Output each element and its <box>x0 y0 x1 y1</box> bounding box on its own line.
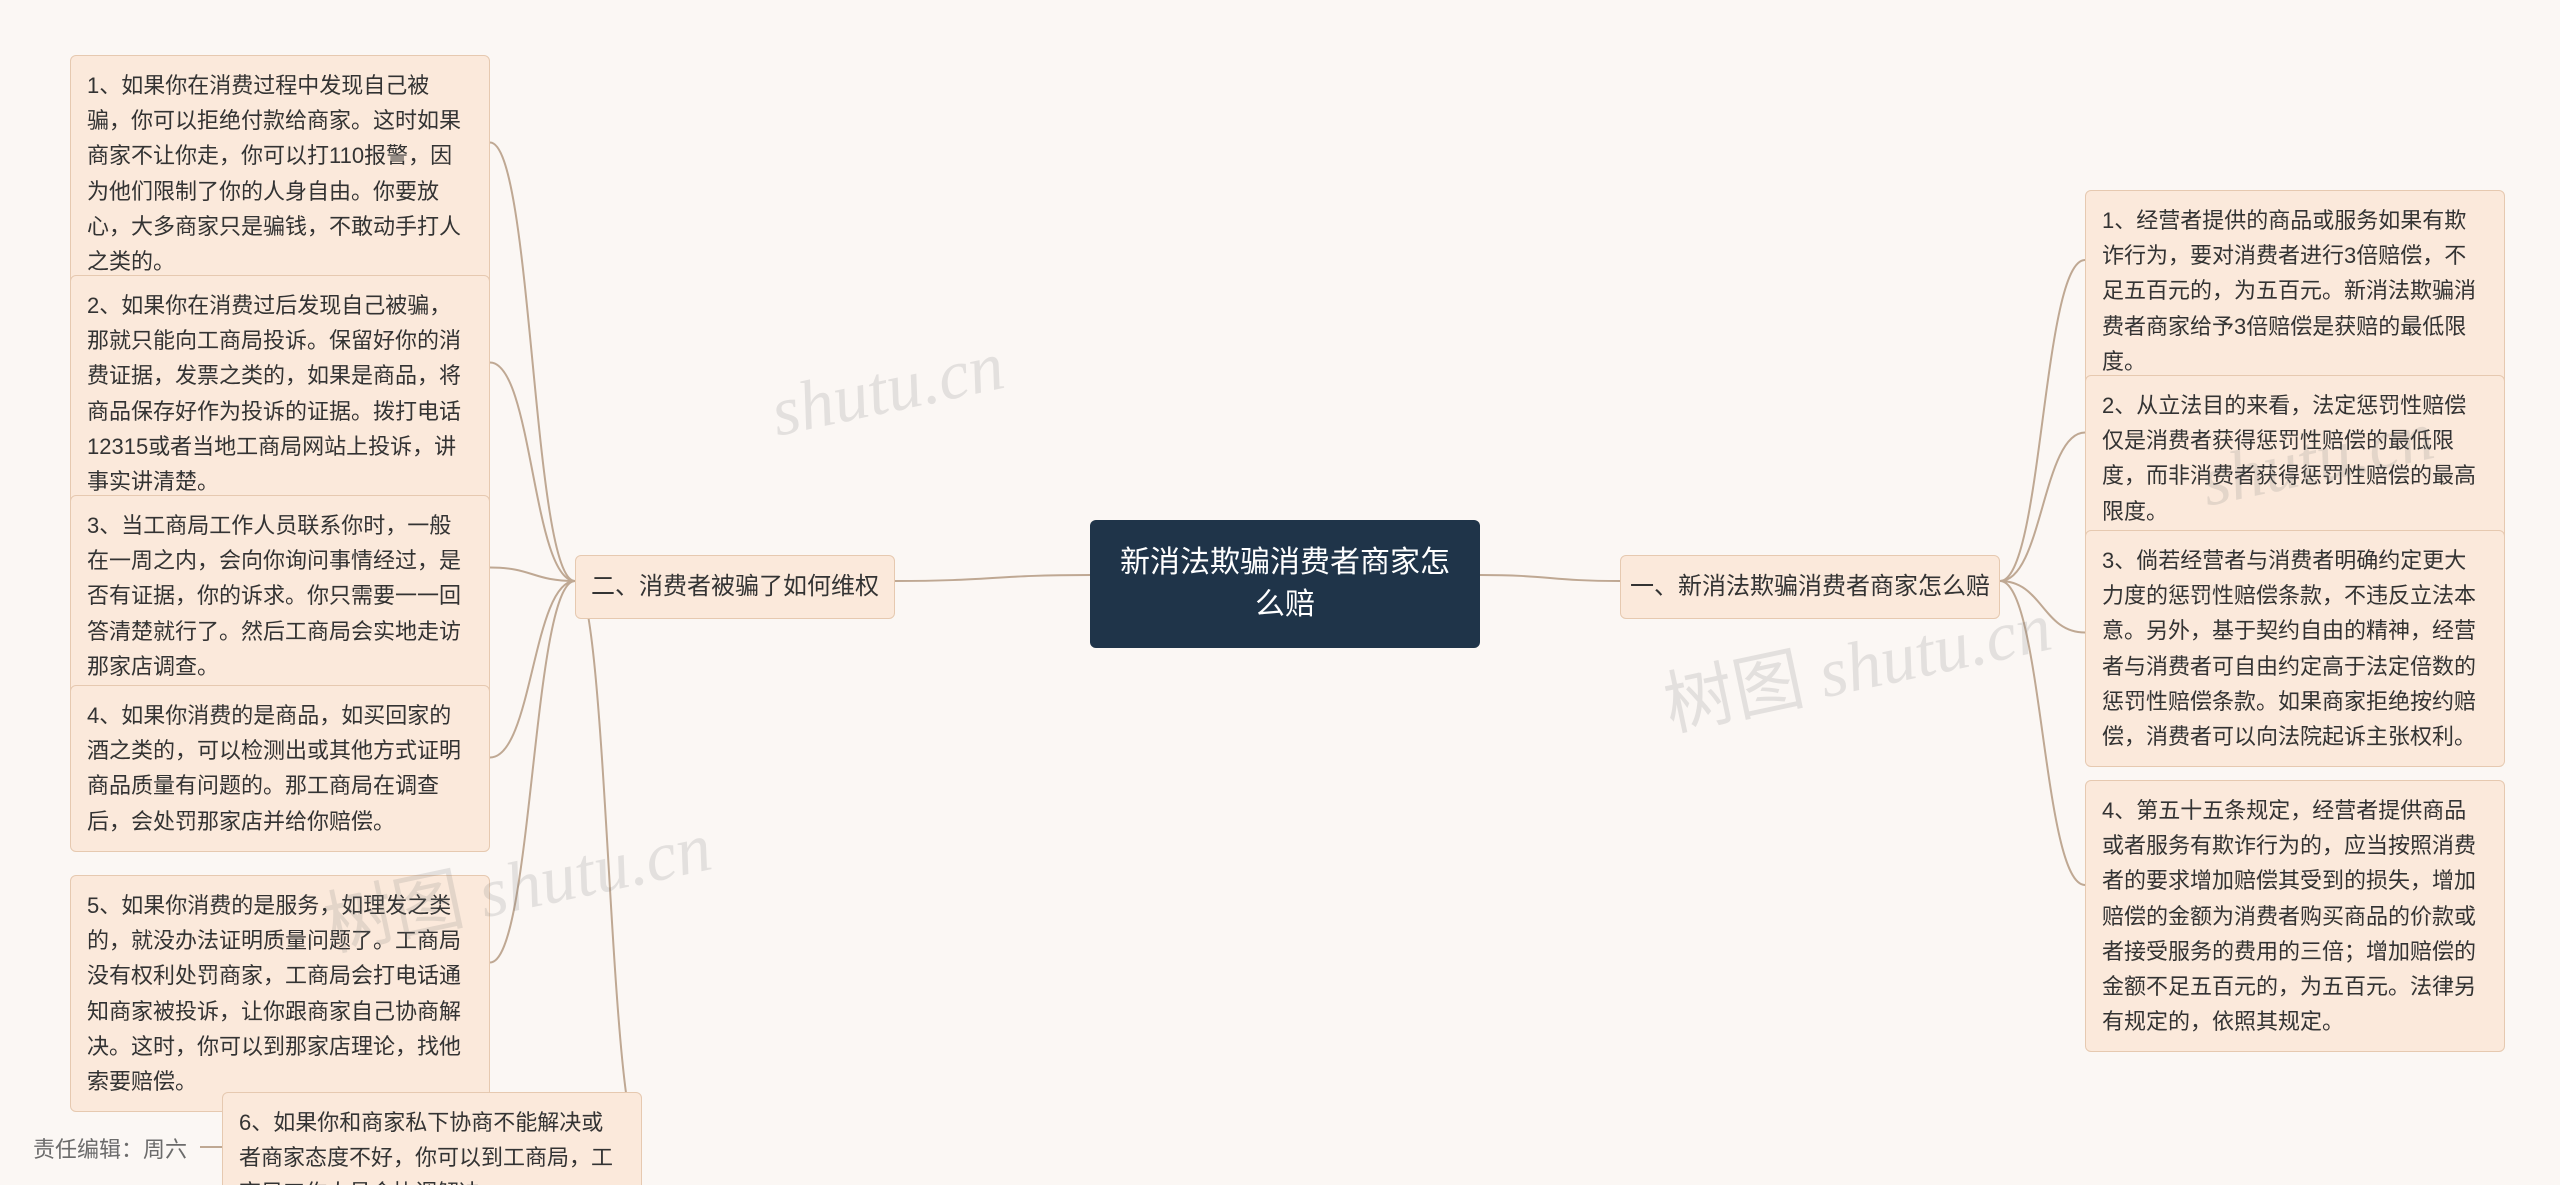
watermark-1: shutu.cn <box>764 326 1011 453</box>
right-leaf-4: 4、第五十五条规定，经营者提供商品或者服务有欺诈行为的，应当按照消费者的要求增加… <box>2085 780 2505 1052</box>
left-leaf-2: 2、如果你在消费过后发现自己被骗，那就只能向工商局投诉。保留好你的消费证据，发票… <box>70 275 490 512</box>
left-leaf-4: 4、如果你消费的是商品，如买回家的酒之类的，可以检测出或其他方式证明商品质量有问… <box>70 685 490 852</box>
right-leaf-2: 2、从立法目的来看，法定惩罚性赔偿仅是消费者获得惩罚性赔偿的最低限度，而非消费者… <box>2085 375 2505 542</box>
left-leaf-1: 1、如果你在消费过程中发现自己被骗，你可以拒绝付款给商家。这时如果商家不让你走，… <box>70 55 490 292</box>
mindmap-canvas: 新消法欺骗消费者商家怎么赔 一、新消法欺骗消费者商家怎么赔 1、经营者提供的商品或服… <box>0 0 2560 1185</box>
left-leaf-5: 5、如果你消费的是服务，如理发之类的，就没办法证明质量问题了。工商局没有权利处罚… <box>70 875 490 1112</box>
branch-right: 一、新消法欺骗消费者商家怎么赔 <box>1620 555 2000 619</box>
right-leaf-3: 3、倘若经营者与消费者明确约定更大力度的惩罚性赔偿条款，不违反立法本意。另外，基… <box>2085 530 2505 767</box>
root-node: 新消法欺骗消费者商家怎么赔 <box>1090 520 1480 648</box>
left-leaf-6: 6、如果你和商家私下协商不能解决或者商家态度不好，你可以到工商局，工商局工作人员… <box>222 1092 642 1185</box>
left-leaf-3: 3、当工商局工作人员联系你时，一般在一周之内，会向你询问事情经过，是否有证据，你… <box>70 495 490 697</box>
branch-left: 二、消费者被骗了如何维权 <box>575 555 895 619</box>
left-leaf-6-extra: 责任编辑：周六 <box>20 1128 200 1171</box>
right-leaf-1: 1、经营者提供的商品或服务如果有欺诈行为，要对消费者进行3倍赔偿，不足五百元的，… <box>2085 190 2505 392</box>
